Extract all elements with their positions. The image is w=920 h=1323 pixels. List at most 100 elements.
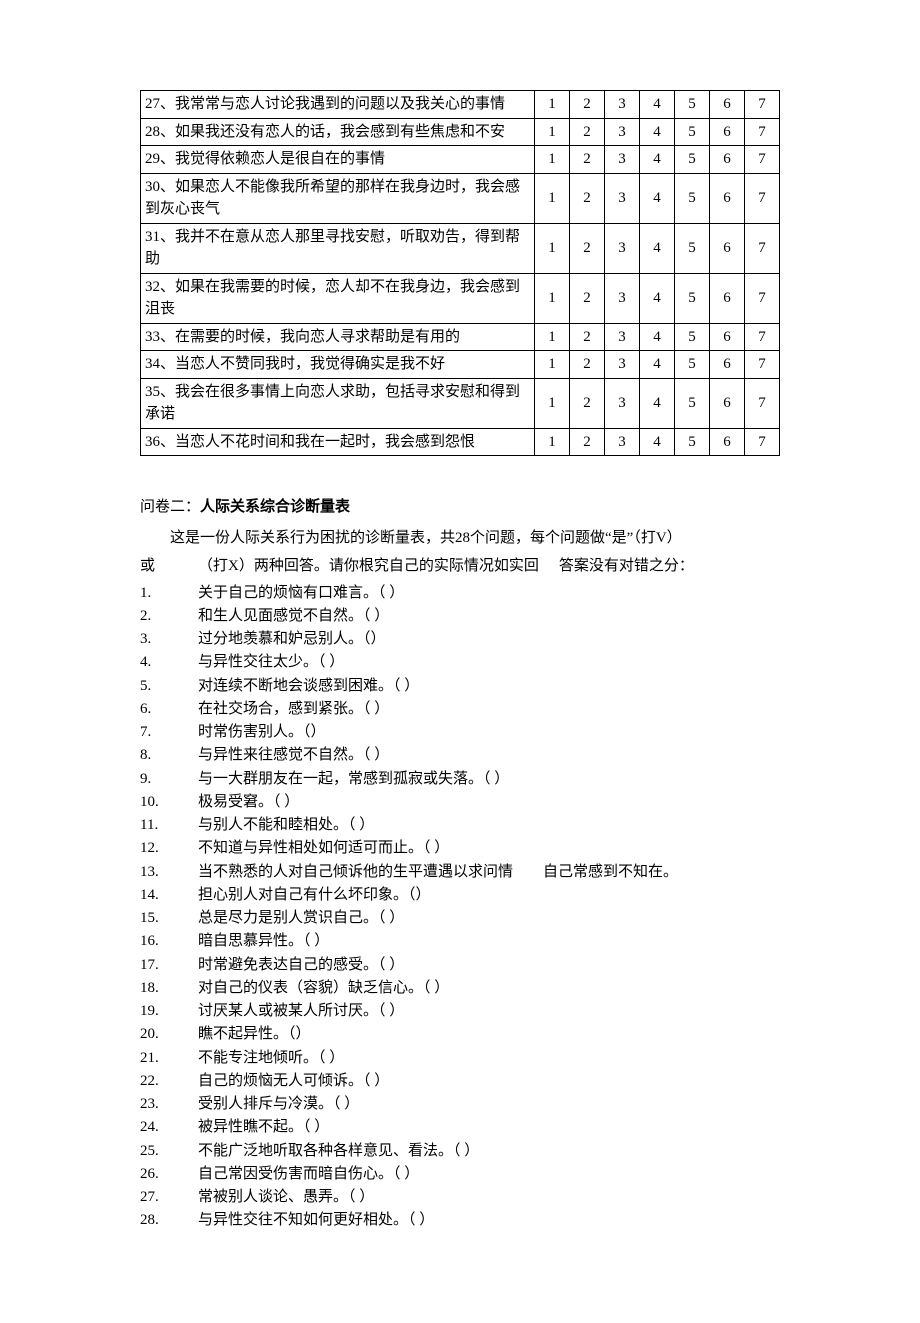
scale-cell: 7 [745, 323, 780, 351]
scale-cell: 5 [675, 223, 710, 273]
list-item: 23.受别人排斥与冷漠。（ ） [140, 1093, 780, 1116]
scale-cell: 2 [570, 146, 605, 174]
list-item-text: 暗自思慕异性。（ ） [198, 930, 780, 953]
list-item-text: 对连续不断地会谈感到困难。（ ） [198, 675, 780, 698]
scale-cell: 3 [605, 323, 640, 351]
list-item-text: 时常伤害别人。（） [198, 721, 780, 744]
scale-cell: 7 [745, 118, 780, 146]
section2-intro-line1: 这是一份人际关系行为困扰的诊断量表，共28个问题，每个问题做“是”（打V） [140, 527, 780, 550]
list-item: 15.总是尽力是别人赏识自己。（ ） [140, 907, 780, 930]
list-item-text: 与一大群朋友在一起，常感到孤寂或失落。（ ） [198, 768, 780, 791]
list-item-number: 20. [140, 1023, 198, 1046]
scale-cell: 6 [710, 146, 745, 174]
scale-cell: 7 [745, 378, 780, 428]
list-item: 12.不知道与异性相处如何适可而止。（ ） [140, 837, 780, 860]
list-item: 9.与一大群朋友在一起，常感到孤寂或失落。（ ） [140, 768, 780, 791]
list-item-text: 不知道与异性相处如何适可而止。（ ） [198, 837, 780, 860]
question-cell: 28、如果我还没有恋人的话，我会感到有些焦虑和不安 [141, 118, 535, 146]
scale-cell: 4 [640, 378, 675, 428]
question-cell: 34、当恋人不赞同我时，我觉得确实是我不好 [141, 351, 535, 379]
table-row: 32、如果在我需要的时候，恋人却不在我身边，我会感到沮丧1234567 [141, 273, 780, 323]
scale-cell: 3 [605, 118, 640, 146]
scale-cell: 5 [675, 91, 710, 119]
list-item: 13.当不熟悉的人对自己倾诉他的生平遭遇以求问情 自己常感到不知在。 [140, 861, 780, 884]
list-item: 19.讨厌某人或被某人所讨厌。（ ） [140, 1000, 780, 1023]
list-item-text: 被异性瞧不起。（ ） [198, 1116, 780, 1139]
list-item: 1.关于自己的烦恼有口难言。（ ） [140, 582, 780, 605]
scale-cell: 2 [570, 428, 605, 456]
list-item-number: 7. [140, 721, 198, 744]
scale-cell: 3 [605, 173, 640, 223]
list-item: 5.对连续不断地会谈感到困难。（ ） [140, 675, 780, 698]
scale-cell: 6 [710, 173, 745, 223]
list-item-text: 与别人不能和睦相处。（ ） [198, 814, 780, 837]
scale-cell: 6 [710, 378, 745, 428]
scale-cell: 5 [675, 118, 710, 146]
list-item-text: 讨厌某人或被某人所讨厌。（ ） [198, 1000, 780, 1023]
scale-cell: 6 [710, 273, 745, 323]
list-item-number: 13. [140, 861, 198, 884]
scale-cell: 4 [640, 351, 675, 379]
intro-line2-left: 或 [140, 555, 198, 578]
question-cell: 32、如果在我需要的时候，恋人却不在我身边，我会感到沮丧 [141, 273, 535, 323]
scale-cell: 1 [535, 378, 570, 428]
scale-cell: 2 [570, 223, 605, 273]
scale-cell: 7 [745, 146, 780, 174]
scale-cell: 5 [675, 428, 710, 456]
section2-heading-bold: 人际关系综合诊断量表 [200, 499, 350, 515]
scale-cell: 4 [640, 428, 675, 456]
scale-cell: 2 [570, 323, 605, 351]
list-item-number: 16. [140, 930, 198, 953]
list-item-number: 19. [140, 1000, 198, 1023]
intro-line2-right: 答案没有对错之分： [559, 555, 694, 578]
list-item-text: 自己常因受伤害而暗自伤心。（ ） [198, 1163, 780, 1186]
scale-cell: 2 [570, 91, 605, 119]
list-item-number: 22. [140, 1070, 198, 1093]
scale-cell: 4 [640, 223, 675, 273]
table-row: 33、在需要的时候，我向恋人寻求帮助是有用的1234567 [141, 323, 780, 351]
list-item-text: 对自己的仪表（容貌）缺乏信心。（ ） [198, 977, 780, 1000]
scale-cell: 1 [535, 146, 570, 174]
table-row: 28、如果我还没有恋人的话，我会感到有些焦虑和不安1234567 [141, 118, 780, 146]
question-cell: 33、在需要的时候，我向恋人寻求帮助是有用的 [141, 323, 535, 351]
list-item-number: 6. [140, 698, 198, 721]
scale-cell: 3 [605, 91, 640, 119]
scale-cell: 5 [675, 273, 710, 323]
list-item: 7.时常伤害别人。（） [140, 721, 780, 744]
list-item-text: 自己的烦恼无人可倾诉。（ ） [198, 1070, 780, 1093]
list-item-text: 在社交场合，感到紧张。（ ） [198, 698, 780, 721]
table-row: 35、我会在很多事情上向恋人求助，包括寻求安慰和得到承诺1234567 [141, 378, 780, 428]
scale-cell: 2 [570, 173, 605, 223]
scale-cell: 4 [640, 173, 675, 223]
scale-cell: 7 [745, 428, 780, 456]
table-row: 29、我觉得依赖恋人是很自在的事情1234567 [141, 146, 780, 174]
list-item-text: 瞧不起异性。（） [198, 1023, 780, 1046]
list-item: 24.被异性瞧不起。（ ） [140, 1116, 780, 1139]
scale-cell: 7 [745, 173, 780, 223]
list-item-number: 18. [140, 977, 198, 1000]
list-item-text: 当不熟悉的人对自己倾诉他的生平遭遇以求问情 自己常感到不知在。 [198, 861, 780, 884]
scale-cell: 3 [605, 273, 640, 323]
list-item: 20.瞧不起异性。（） [140, 1023, 780, 1046]
rating-table: 27、我常常与恋人讨论我遇到的问题以及我关心的事情123456728、如果我还没… [140, 90, 780, 456]
scale-cell: 4 [640, 146, 675, 174]
list-item-number: 27. [140, 1186, 198, 1209]
table-row: 31、我并不在意从恋人那里寻找安慰，听取劝告，得到帮助1234567 [141, 223, 780, 273]
list-item-number: 11. [140, 814, 198, 837]
list-item-number: 24. [140, 1116, 198, 1139]
list-item: 21.不能专注地倾听。（ ） [140, 1047, 780, 1070]
list-item-number: 28. [140, 1209, 198, 1232]
scale-cell: 1 [535, 351, 570, 379]
list-item-number: 23. [140, 1093, 198, 1116]
list-item-text: 和生人见面感觉不自然。（ ） [198, 605, 780, 628]
list-item-number: 15. [140, 907, 198, 930]
list-item-text: 与异性交往不知如何更好相处。（ ） [198, 1209, 780, 1232]
scale-cell: 3 [605, 223, 640, 273]
scale-cell: 6 [710, 118, 745, 146]
question-cell: 31、我并不在意从恋人那里寻找安慰，听取劝告，得到帮助 [141, 223, 535, 273]
scale-cell: 6 [710, 351, 745, 379]
list-item-text: 常被别人谈论、愚弄。（ ） [198, 1186, 780, 1209]
list-item: 28.与异性交往不知如何更好相处。（ ） [140, 1209, 780, 1232]
scale-cell: 1 [535, 91, 570, 119]
section2-items-list: 1.关于自己的烦恼有口难言。（ ）2.和生人见面感觉不自然。（ ）3.过分地羡慕… [140, 582, 780, 1233]
